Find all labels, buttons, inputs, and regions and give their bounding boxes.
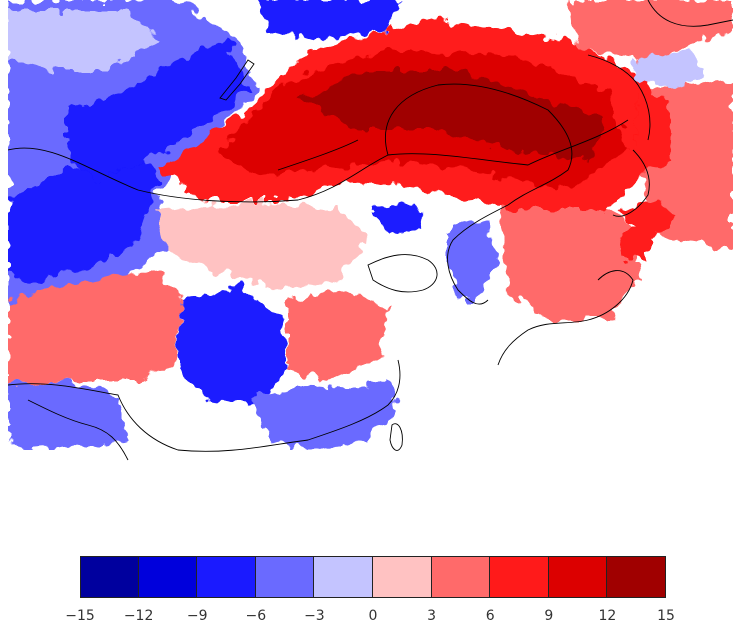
colorbar-swatch [431, 556, 491, 598]
colorbar-tick-label: −9 [186, 608, 208, 624]
colorbar-tick-label: −15 [65, 608, 95, 624]
colorbar-tick-label: 12 [598, 608, 617, 624]
map-canvas [8, 0, 733, 492]
colorbar-tick-label: −6 [245, 608, 267, 624]
colorbar-tick-label: 0 [368, 608, 378, 624]
colorbar-swatch [80, 556, 139, 598]
colorbar-tick-label: 15 [657, 608, 675, 624]
boundary-lines [8, 0, 733, 461]
colorbar-tick-label: −12 [123, 608, 154, 624]
colorbar-tick-label: 9 [544, 608, 554, 624]
anomaly-field [8, 0, 733, 450]
colorbar-tick-label: −3 [304, 608, 325, 624]
colorbar-swatch [548, 556, 608, 598]
colorbar-swatch [373, 556, 432, 598]
colorbar [80, 556, 666, 598]
colorbar-ticks: −15 −12 −9 −6 −3 0 3 6 9 12 15 [65, 608, 675, 626]
colorbar-tick-label: 3 [427, 608, 437, 624]
colorbar-tick-label: 6 [485, 608, 495, 624]
colorbar-swatch [255, 556, 315, 598]
colorbar-swatch [138, 556, 198, 598]
colorbar-swatch [314, 556, 373, 598]
colorbar-swatch [197, 556, 256, 598]
anomaly-map [8, 0, 733, 492]
colorbar-swatch [607, 556, 666, 598]
colorbar-swatch [490, 556, 549, 598]
